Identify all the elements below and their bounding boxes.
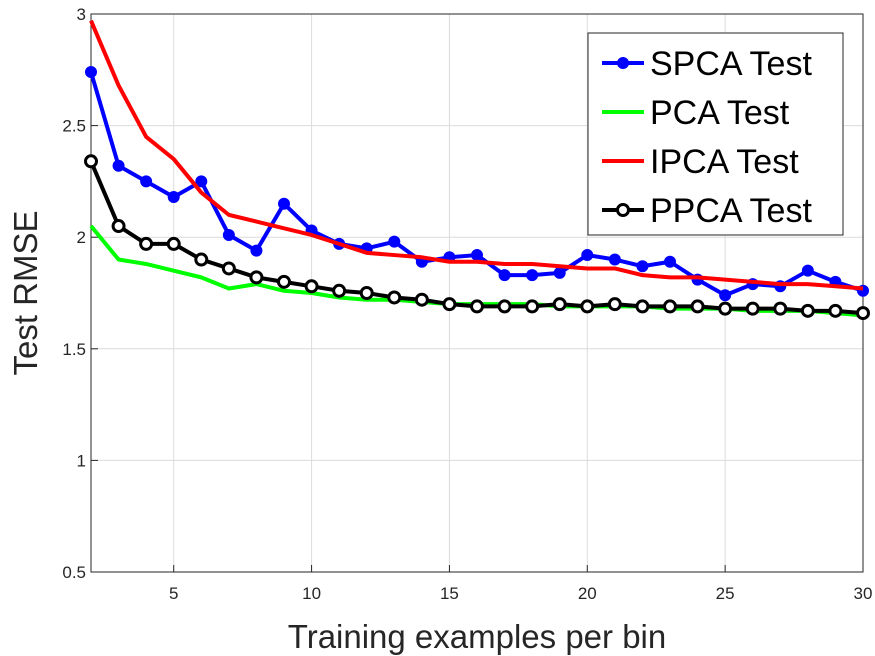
spca-test-point	[801, 264, 814, 277]
y-tick-label: 3	[77, 5, 86, 24]
ipca-test-series	[89, 19, 864, 291]
spca-test-point	[112, 159, 125, 172]
legend-marker-ppca-test	[616, 203, 630, 217]
x-tick-label: 30	[854, 584, 873, 603]
ppca-test-point	[470, 299, 484, 314]
legend-label-ppca-test: PPCA Test	[650, 192, 812, 230]
ppca-test-point	[690, 299, 705, 314]
spca-test-point	[222, 228, 235, 241]
ppca-test-point	[773, 301, 788, 316]
y-axis-label: Test RMSE	[7, 210, 44, 375]
y-tick-label: 0.5	[62, 563, 86, 582]
ppca-test-point	[856, 306, 870, 321]
ppca-test-point	[194, 252, 209, 267]
ppca-test-point	[111, 219, 126, 234]
ipca-test-line	[89, 19, 864, 291]
ppca-test-point	[84, 154, 98, 169]
spca-test-point	[140, 175, 153, 188]
y-tick-label: 2.5	[62, 117, 86, 136]
x-tick-label: 5	[169, 584, 178, 603]
ppca-test-point	[525, 299, 540, 314]
x-tick-label: 10	[302, 584, 321, 603]
spca-test-point	[85, 66, 97, 79]
ppca-test-point	[387, 290, 402, 305]
y-tick-label: 1	[77, 451, 86, 470]
spca-test-point	[388, 235, 401, 248]
ppca-test-point	[277, 274, 291, 289]
ppca-test-point	[663, 299, 677, 314]
ticks: 5 10 15 20 25 30 0.5 1 1.5 2 2.5 3	[62, 5, 872, 603]
ppca-test-point	[304, 279, 319, 294]
ppca-test-point	[249, 270, 264, 285]
spca-test-point	[719, 289, 732, 302]
ppca-test-point	[166, 236, 181, 251]
spca-test-point	[664, 255, 676, 268]
spca-test-point	[553, 266, 566, 279]
ppca-test-point	[745, 301, 760, 316]
spca-test-point	[498, 269, 511, 282]
ppca-test-point	[828, 303, 843, 318]
spca-test-point	[608, 253, 621, 266]
ppca-test-series	[84, 154, 870, 321]
ppca-test-point	[332, 283, 347, 298]
legend-label-ipca-test: IPCA Test	[650, 143, 799, 181]
ppca-test-point	[800, 303, 815, 318]
ppca-test-point	[552, 297, 567, 312]
y-tick-label: 1.5	[62, 340, 86, 359]
spca-test-point	[526, 269, 539, 282]
ppca-test-point	[718, 301, 733, 316]
ppca-test-point	[442, 297, 457, 312]
ppca-test-point	[497, 299, 512, 314]
spca-test-point	[167, 191, 180, 204]
ppca-test-point	[359, 286, 374, 300]
ppca-test-point	[221, 261, 236, 276]
legend: SPCA Test PCA Test IPCA Test PPCA Test	[587, 32, 844, 236]
spca-test-point	[195, 175, 208, 188]
ppca-test-point	[414, 292, 429, 307]
x-axis-label: Training examples per bin	[288, 618, 666, 655]
series-layer	[84, 19, 870, 321]
legend-label-spca-test: SPCA Test	[650, 45, 812, 83]
y-tick-label: 2	[77, 228, 86, 247]
ppca-test-point	[635, 299, 650, 314]
ppca-test-point	[607, 297, 622, 312]
spca-test-point	[250, 244, 263, 257]
legend-marker-spca-test	[617, 57, 629, 69]
legend-label-pca-test: PCA Test	[650, 94, 790, 132]
x-tick-label: 25	[716, 584, 735, 603]
spca-test-point	[471, 249, 483, 262]
x-tick-label: 15	[440, 584, 459, 603]
ppca-test-point	[139, 236, 154, 251]
spca-test-point	[278, 197, 290, 210]
legend-box	[587, 32, 844, 236]
spca-test-point	[581, 249, 594, 262]
ppca-test-point	[580, 299, 595, 314]
x-tick-label: 20	[578, 584, 597, 603]
spca-test-point	[636, 260, 649, 273]
